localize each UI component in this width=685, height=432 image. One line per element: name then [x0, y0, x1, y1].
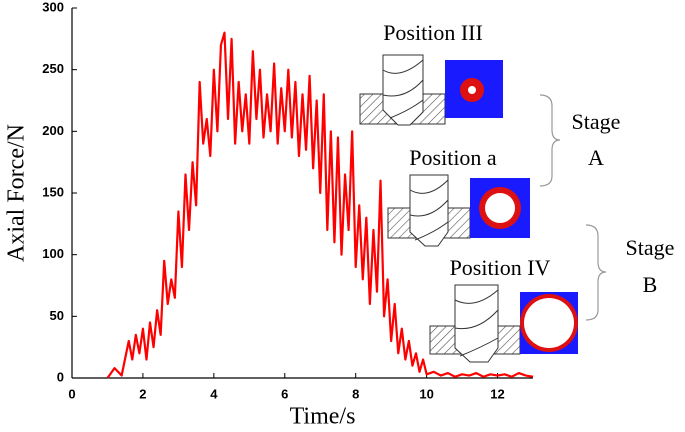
y-tick-label: 100 — [42, 246, 64, 261]
bracket — [585, 224, 607, 321]
y-tick-label: 300 — [42, 0, 64, 14]
y-tick-label: 200 — [42, 123, 64, 138]
x-tick-label: 12 — [490, 386, 504, 401]
x-tick-label: 2 — [139, 386, 146, 401]
annotation: A — [588, 145, 604, 170]
y-tick-label: 250 — [42, 61, 64, 76]
data-line — [106, 31, 534, 379]
drill — [382, 54, 424, 126]
annotation: Position a — [409, 145, 497, 170]
annotation: Stage — [626, 235, 675, 260]
bracket — [539, 94, 561, 187]
drill-flute — [454, 289, 499, 357]
y-tick-label: 150 — [42, 184, 64, 199]
hole — [468, 86, 476, 94]
annotation: Position III — [383, 20, 483, 45]
x-tick-label: 4 — [210, 386, 218, 401]
y-tick-label: 0 — [57, 369, 64, 384]
annotation: B — [643, 272, 658, 297]
x-tick-label: 0 — [68, 386, 75, 401]
x-tick-label: 10 — [419, 386, 433, 401]
y-axis-title: Axial Force/N — [4, 124, 30, 262]
y-tick-label: 50 — [50, 308, 64, 323]
drill-flute — [382, 59, 424, 119]
x-axis-title: Time/s — [290, 404, 356, 430]
x-tick-label: 8 — [352, 386, 359, 401]
drill — [454, 284, 499, 363]
annotation: Stage — [572, 109, 621, 134]
illustrations — [359, 54, 607, 363]
x-tick-label: 6 — [281, 386, 288, 401]
hole — [485, 193, 515, 223]
annotation: Position IV — [450, 255, 551, 280]
hole — [524, 298, 574, 348]
drill-flute — [409, 179, 449, 241]
